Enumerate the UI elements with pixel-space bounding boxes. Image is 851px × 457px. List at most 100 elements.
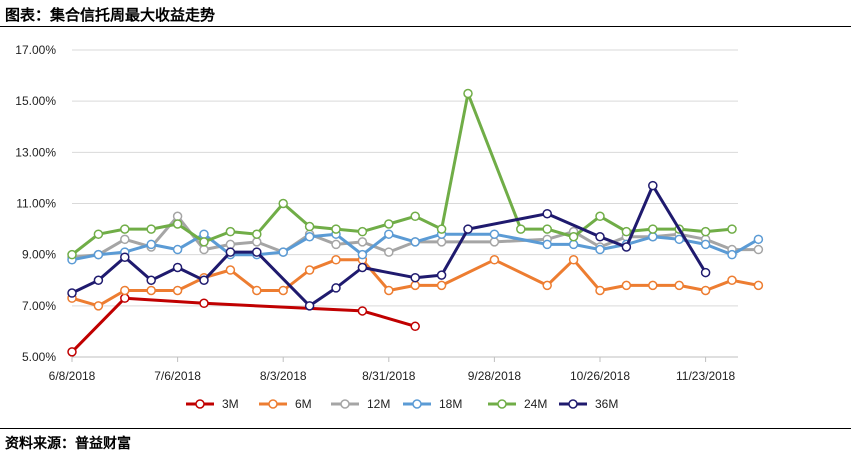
data-point [146, 224, 156, 234]
series-3m [67, 293, 420, 357]
data-point [595, 211, 605, 222]
gridlines [72, 49, 738, 307]
data-point [700, 285, 711, 296]
data-point [199, 229, 209, 239]
data-point [621, 226, 632, 237]
data-point [621, 280, 632, 291]
legend-marker [497, 399, 507, 409]
data-point [225, 226, 236, 237]
x-tick-label: 6/8/2018 [49, 369, 96, 383]
x-tick-label: 7/6/2018 [154, 369, 201, 383]
data-point [410, 272, 420, 283]
data-point [674, 234, 684, 245]
data-point [67, 249, 77, 260]
data-point [172, 211, 183, 222]
data-point [384, 247, 394, 257]
y-tick-label: 5.00% [22, 350, 56, 364]
x-tick-label: 11/23/2018 [676, 369, 735, 383]
data-point [252, 247, 262, 257]
y-tick-label: 17.00% [15, 43, 56, 57]
legend-marker [268, 399, 278, 409]
data-point [146, 275, 156, 285]
data-point [120, 252, 130, 262]
x-tick-label: 8/3/2018 [260, 369, 307, 383]
data-point [357, 226, 368, 237]
series-24m [67, 88, 737, 260]
data-point [172, 262, 183, 273]
series-group [67, 88, 764, 357]
data-point [489, 237, 500, 247]
data-point [727, 249, 737, 260]
data-point [410, 211, 420, 222]
data-point [700, 267, 711, 278]
x-tick-label: 9/28/2018 [468, 369, 522, 383]
data-point [542, 208, 552, 219]
legend-entry-6m: 6M [259, 397, 312, 411]
data-point [146, 285, 156, 296]
data-point [304, 265, 315, 275]
data-point [595, 244, 605, 255]
data-point [146, 239, 156, 250]
data-point [93, 301, 104, 311]
data-point [225, 247, 236, 257]
data-point [278, 285, 288, 296]
legend-entry-3m: 3M [186, 397, 239, 411]
y-tick-label: 13.00% [15, 145, 56, 159]
data-point [67, 347, 77, 357]
data-point [489, 229, 500, 239]
data-point [700, 239, 711, 250]
legend-entry-36m: 36M [559, 397, 618, 411]
data-point [199, 244, 209, 255]
data-point [93, 249, 104, 260]
y-tick-label: 15.00% [15, 94, 56, 108]
title-rule [0, 26, 851, 27]
data-point [727, 224, 737, 234]
data-point [621, 242, 632, 252]
data-point [357, 262, 368, 273]
legend-label: 18M [439, 397, 462, 411]
data-point [516, 224, 526, 234]
data-point [384, 229, 394, 239]
data-point [172, 244, 183, 255]
data-point [278, 247, 288, 257]
x-tick-label: 10/26/2018 [570, 369, 630, 383]
data-point [436, 280, 447, 291]
data-point [120, 285, 130, 296]
data-point [568, 239, 579, 250]
data-point [753, 280, 764, 291]
source-rule [0, 428, 851, 429]
data-point [199, 298, 209, 309]
data-point [225, 239, 236, 250]
data-point [120, 293, 130, 303]
legend-marker [195, 399, 205, 409]
data-point [357, 237, 368, 247]
data-point [489, 255, 500, 265]
data-point [542, 224, 552, 234]
data-point [384, 219, 394, 229]
legend-label: 24M [524, 397, 547, 411]
y-axis-ticks: 5.00% 7.00% 9.00% 11.00% 13.00% 15.00% 17.00% [15, 43, 56, 364]
legend-marker [568, 399, 578, 409]
data-point [199, 275, 209, 285]
legend-marker [340, 399, 350, 409]
data-point [304, 301, 315, 311]
data-point [384, 285, 394, 296]
data-point [67, 288, 77, 298]
legend-label: 6M [295, 397, 312, 411]
data-point [463, 88, 473, 99]
data-point [674, 280, 684, 291]
legend-label: 36M [595, 397, 618, 411]
data-point [304, 221, 315, 232]
source-note: 资料来源：普益财富 [5, 436, 131, 452]
data-point [568, 255, 579, 265]
legend-entry-12m: 12M [331, 397, 390, 411]
data-point [463, 224, 473, 234]
y-tick-label: 9.00% [22, 248, 56, 262]
data-point [93, 275, 104, 285]
data-point [357, 306, 368, 316]
y-tick-label: 7.00% [22, 299, 56, 313]
data-point [436, 270, 447, 280]
data-point [410, 237, 420, 247]
data-point [436, 237, 447, 247]
